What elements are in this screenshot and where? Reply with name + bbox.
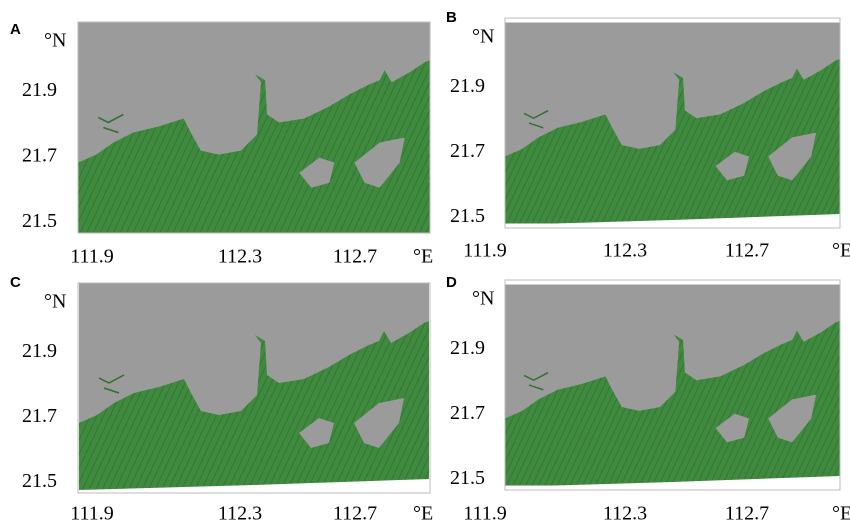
y-tick-label: 21.5 (450, 205, 485, 227)
y-tick-label: 21.9 (22, 340, 57, 362)
map-image (78, 22, 430, 233)
y-tick-label: 21.9 (450, 75, 485, 97)
x-unit: °E (832, 240, 850, 262)
y-tick-label: 21.5 (22, 210, 57, 232)
map-panel: A °N 21.9 21.7 21.5 111.9 112.3 112.7 °E (10, 21, 433, 268)
panel-label: B (446, 9, 457, 26)
y-tick-label: 21.7 (450, 140, 485, 162)
map-frame (504, 279, 841, 491)
panel-label: D (446, 274, 457, 291)
x-tick-label: 112.7 (333, 246, 377, 268)
y-unit: °N (44, 291, 66, 313)
map-frame (77, 282, 431, 494)
y-unit: °N (472, 26, 494, 48)
panels: A °N 21.9 21.7 21.5 111.9 112.3 112.7 °E B °N 21.9 2… (10, 9, 850, 525)
x-unit: °E (413, 503, 433, 525)
map-frame (504, 17, 841, 229)
y-tick-label: 21.7 (450, 402, 485, 424)
y-tick-label: 21.9 (450, 337, 485, 359)
y-unit: °N (44, 30, 66, 52)
y-tick-label: 21.5 (22, 470, 57, 492)
map-frame (77, 21, 431, 234)
x-tick-label: 112.7 (725, 503, 769, 525)
y-tick-label: 21.7 (22, 405, 57, 427)
x-tick-label: 111.9 (463, 503, 507, 525)
x-tick-label: 111.9 (463, 240, 507, 262)
x-tick-label: 112.3 (603, 503, 647, 525)
x-unit: °E (413, 246, 433, 268)
y-tick-label: 21.9 (22, 79, 57, 101)
map-image (78, 283, 430, 493)
dry-area (505, 214, 840, 228)
x-tick-label: 111.9 (70, 246, 114, 268)
panel-label: A (10, 21, 21, 38)
map-panel: C °N 21.9 21.7 21.5 111.9 112.3 112.7 °E (10, 274, 433, 525)
x-tick-label: 112.7 (725, 240, 769, 262)
x-tick-label: 112.7 (333, 503, 377, 525)
y-tick-label: 21.7 (22, 145, 57, 167)
panel-label: C (10, 274, 21, 291)
x-tick-label: 112.3 (218, 246, 262, 268)
map-panel: D °N 21.9 21.7 21.5 111.9 112.3 112.7 °E (446, 274, 850, 525)
y-tick-label: 21.5 (450, 467, 485, 489)
dry-area (78, 479, 430, 493)
x-tick-label: 112.3 (603, 240, 647, 262)
map-panel: B °N 21.9 21.7 21.5 111.9 112.3 112.7 °E (446, 9, 850, 262)
map-image (505, 21, 840, 225)
map-image (505, 283, 840, 487)
x-tick-label: 111.9 (70, 503, 114, 525)
y-unit: °N (472, 288, 494, 310)
dry-area (505, 476, 840, 490)
x-tick-label: 112.3 (218, 503, 262, 525)
x-unit: °E (832, 503, 850, 525)
